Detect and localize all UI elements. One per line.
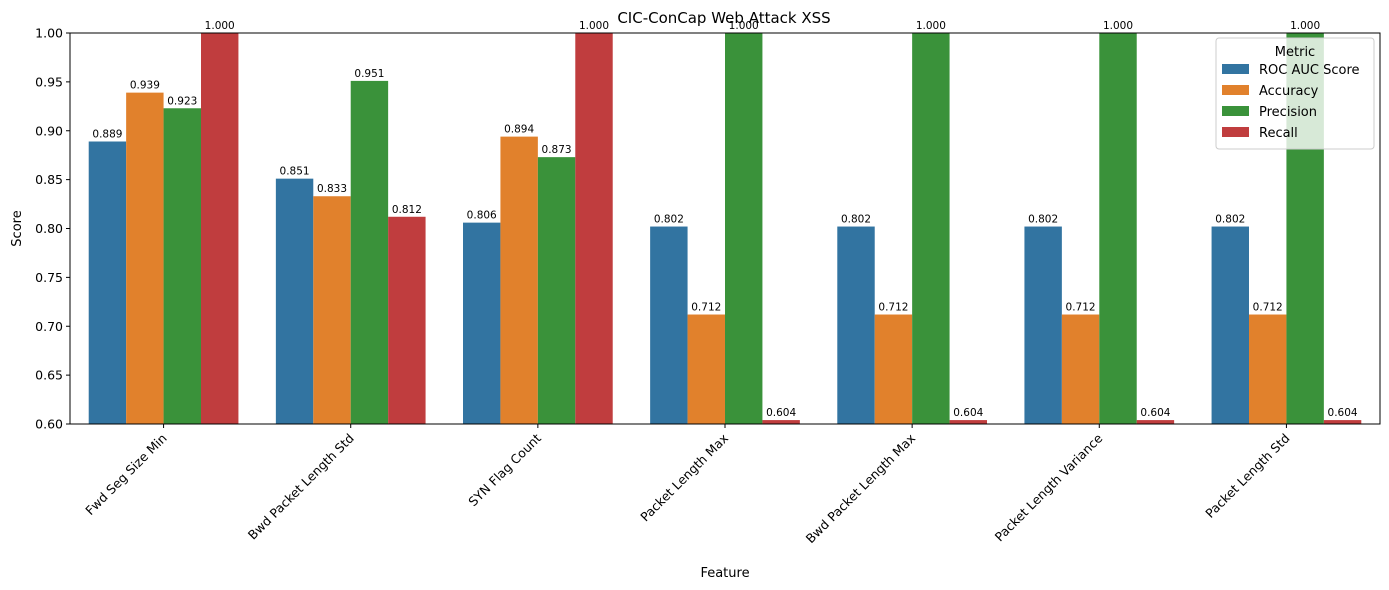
bar-recall (575, 33, 613, 424)
x-tick-label: Fwd Seg Size Min (82, 431, 169, 518)
legend-swatch (1222, 85, 1249, 95)
bar-precision (725, 33, 763, 424)
bar-value-label: 1.000 (916, 20, 946, 32)
bar-value-label: 0.873 (542, 144, 572, 156)
y-tick-label: 0.80 (35, 221, 63, 236)
x-tick-label: SYN Flag Count (465, 430, 544, 509)
bar-value-label: 0.604 (1328, 407, 1358, 419)
bar-roc-auc-score (1211, 226, 1249, 424)
bar-accuracy (313, 196, 351, 424)
bar-value-label: 0.802 (654, 214, 684, 226)
bar-value-label: 0.894 (504, 124, 534, 136)
x-tick-label: Bwd Packet Length Std (245, 431, 357, 543)
bar-value-label: 0.939 (130, 80, 160, 92)
bar-accuracy (687, 314, 725, 424)
bar-value-label: 0.812 (392, 204, 422, 216)
bar-value-label: 0.923 (167, 95, 197, 107)
legend: Metric ROC AUC Score Accuracy Precision Rec… (1215, 37, 1375, 150)
bar-accuracy (874, 314, 913, 424)
bar-value-label: 0.851 (280, 166, 310, 178)
bar-accuracy (126, 92, 164, 424)
bar-recall (201, 33, 239, 424)
bar-value-label: 1.000 (1290, 20, 1320, 32)
y-tick-label: 1.00 (35, 26, 63, 41)
bar-roc-auc-score (837, 226, 875, 424)
legend-swatch (1222, 64, 1249, 74)
bar-roc-auc-score (650, 226, 688, 424)
bar-roc-auc-score (463, 222, 501, 424)
bar-value-label: 0.889 (92, 129, 122, 141)
bar-value-label: 0.802 (1028, 214, 1058, 226)
bar-precision (350, 80, 389, 425)
bar-accuracy (500, 136, 538, 425)
bar-accuracy (1061, 314, 1100, 424)
x-tick-label: Packet Length Max (637, 431, 731, 525)
legend-box (1215, 37, 1375, 150)
bar-value-label: 0.951 (354, 68, 384, 80)
bar-value-label: 0.604 (766, 407, 796, 419)
bar-value-label: 1.000 (579, 20, 609, 32)
bar-value-label: 0.712 (1066, 302, 1096, 314)
bar-recall (949, 420, 987, 424)
x-axis-title: Feature (700, 566, 749, 581)
bar-precision (912, 33, 950, 424)
bar-roc-auc-score (275, 178, 314, 424)
bar-recall (1136, 420, 1175, 424)
bar-value-label: 0.802 (841, 214, 871, 226)
bar-value-label: 0.712 (878, 302, 908, 314)
bar-value-label: 1.000 (205, 20, 235, 32)
y-tick-label: 0.65 (35, 368, 63, 383)
bar-precision (1099, 33, 1137, 424)
legend-swatch (1222, 106, 1249, 116)
bar-recall (1323, 420, 1362, 424)
x-tick-label: Packet Length Variance (992, 430, 1106, 544)
bar-value-label: 0.712 (691, 302, 721, 314)
bar-value-label: 0.712 (1253, 302, 1283, 314)
bar-value-label: 0.806 (467, 210, 497, 222)
legend-swatch (1222, 127, 1249, 137)
y-tick-label: 0.90 (35, 123, 63, 138)
y-axis-title: Score (10, 210, 25, 246)
legend-entry-label: ROC AUC Score (1259, 63, 1360, 78)
bar-recall (388, 216, 426, 424)
chart-title: CIC-ConCap Web Attack XSS (617, 9, 830, 27)
legend-entry-label: Recall (1259, 126, 1298, 141)
legend-entry-label: Accuracy (1259, 84, 1319, 99)
legend-title: Metric (1275, 45, 1315, 60)
y-tick-label: 0.70 (35, 319, 63, 334)
y-tick-label: 0.95 (35, 74, 63, 89)
bar-value-label: 1.000 (1103, 20, 1133, 32)
bar-value-label: 1.000 (729, 20, 759, 32)
bar-roc-auc-score (88, 141, 127, 424)
legend-entry-label: Precision (1259, 105, 1317, 120)
data-labels-group: 0.889 0.939 0.923 1.000 0.851 0.833 0.951 0.812… (92, 20, 1358, 419)
y-tick-label: 0.60 (35, 417, 63, 432)
bar-precision (163, 108, 201, 425)
y-tick-label: 0.75 (35, 270, 63, 285)
x-tick-label: Bwd Packet Length Max (803, 431, 919, 547)
bar-precision (537, 157, 576, 424)
y-tick-label: 0.85 (35, 172, 63, 187)
bar-value-label: 0.604 (953, 407, 983, 419)
bar-value-label: 0.604 (1140, 407, 1170, 419)
x-tick-label: Packet Length Std (1202, 431, 1292, 521)
bar-roc-auc-score (1024, 226, 1062, 424)
bar-accuracy (1249, 314, 1287, 424)
bar-recall (762, 420, 800, 424)
bar-value-label: 0.802 (1215, 214, 1245, 226)
bar-value-label: 0.833 (317, 183, 347, 195)
bars-group (88, 33, 1362, 425)
